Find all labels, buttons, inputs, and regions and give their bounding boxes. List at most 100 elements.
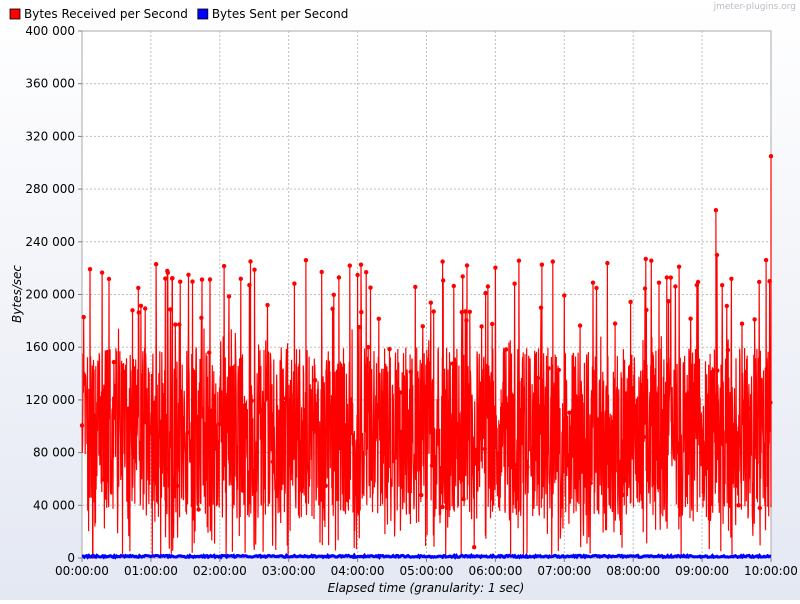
data-point-bytes-received xyxy=(376,316,381,321)
data-point-bytes-received xyxy=(594,285,599,291)
data-point-bytes-received xyxy=(599,411,604,417)
x-tick-label: 03:00:00 xyxy=(262,564,316,578)
data-point-bytes-received xyxy=(503,347,509,352)
data-point-bytes-received xyxy=(143,419,148,425)
data-point-bytes-received xyxy=(138,303,144,308)
data-point-bytes-received xyxy=(567,410,572,415)
data-point-bytes-received xyxy=(752,317,757,322)
data-point-bytes-received xyxy=(221,263,227,269)
data-point-bytes-received xyxy=(173,322,178,327)
data-point-bytes-received xyxy=(768,154,774,159)
data-point-bytes-received xyxy=(99,270,105,275)
data-point-bytes-received xyxy=(535,375,541,381)
data-point-bytes-received xyxy=(358,262,364,267)
data-point-bytes-received xyxy=(729,276,734,281)
x-tick-label: 04:00:00 xyxy=(331,564,385,578)
legend-swatch xyxy=(9,8,21,20)
data-point-bytes-received xyxy=(562,293,567,298)
data-point-bytes-received xyxy=(190,279,195,284)
data-point-bytes-received xyxy=(472,545,477,550)
data-point-bytes-received xyxy=(450,361,456,366)
data-point-bytes-received xyxy=(514,462,519,468)
data-point-bytes-received xyxy=(175,483,180,488)
data-point-bytes-received xyxy=(668,275,673,280)
data-point-bytes-received xyxy=(136,310,141,315)
data-point-bytes-received xyxy=(451,283,456,289)
data-point-bytes-received xyxy=(463,309,468,314)
data-point-bytes-received xyxy=(479,324,484,329)
x-tick-label: 01:00:00 xyxy=(124,564,178,578)
y-tick-label: 200 000 xyxy=(25,288,75,302)
data-point-bytes-received xyxy=(694,380,699,385)
data-point-bytes-received xyxy=(643,256,648,262)
data-point-bytes-received xyxy=(431,309,436,314)
data-point-bytes-received xyxy=(649,258,654,263)
legend-label: Bytes Sent per Second xyxy=(212,7,349,21)
y-tick-label: 80 000 xyxy=(33,446,75,460)
data-point-bytes-received xyxy=(165,270,170,275)
data-point-bytes-received xyxy=(628,299,633,305)
data-point-bytes-received xyxy=(331,292,336,297)
data-point-bytes-received xyxy=(757,505,762,511)
data-point-bytes-received xyxy=(538,305,544,310)
data-point-bytes-received xyxy=(588,480,593,486)
data-point-bytes-received xyxy=(81,314,86,320)
x-tick-label: 06:00:00 xyxy=(468,564,522,578)
data-point-bytes-received xyxy=(464,263,470,268)
data-point-bytes-received xyxy=(359,309,364,315)
data-point-bytes-received xyxy=(323,483,328,488)
data-point-bytes-received xyxy=(705,456,710,462)
data-point-bytes-received xyxy=(199,277,205,282)
data-point-bytes-received xyxy=(292,281,297,286)
data-point-bytes-received xyxy=(106,276,112,282)
data-point-bytes-received xyxy=(720,283,725,288)
data-point-bytes-received xyxy=(485,284,491,289)
y-tick-label: 0 xyxy=(67,551,75,565)
data-point-bytes-received xyxy=(132,427,138,432)
data-point-bytes-received xyxy=(247,282,252,288)
data-point-bytes-received xyxy=(319,269,324,275)
data-point-bytes-received xyxy=(459,310,464,315)
watermark: jmeter-plugins.org xyxy=(713,2,796,12)
y-tick-label: 120 000 xyxy=(25,393,75,407)
data-point-bytes-received xyxy=(199,315,204,320)
y-tick-label: 240 000 xyxy=(25,235,75,249)
x-tick-label: 00:00:00 xyxy=(55,564,109,578)
y-tick-label: 360 000 xyxy=(25,77,75,91)
data-point-bytes-received xyxy=(695,279,701,285)
y-tick-label: 160 000 xyxy=(25,340,75,354)
data-point-bytes-received xyxy=(482,446,487,452)
data-point-bytes-received xyxy=(642,286,648,291)
data-point-bytes-received xyxy=(252,267,257,272)
data-point-bytes-received xyxy=(185,430,191,435)
data-point-bytes-received xyxy=(715,368,720,373)
data-point-bytes-received xyxy=(612,321,618,326)
data-point-bytes-received xyxy=(270,459,276,464)
data-point-bytes-received xyxy=(196,507,201,512)
data-point-bytes-received xyxy=(334,407,339,413)
data-point-bytes-received xyxy=(408,369,413,374)
data-point-bytes-received xyxy=(736,503,741,508)
data-point-bytes-received xyxy=(725,347,731,353)
data-point-bytes-received xyxy=(546,366,551,371)
data-point-bytes-received xyxy=(228,460,233,465)
data-point-bytes-received xyxy=(111,359,117,365)
data-point-bytes-received xyxy=(130,308,135,313)
data-point-bytes-received xyxy=(355,272,360,278)
data-point-bytes-received xyxy=(136,285,141,291)
data-point-bytes-received xyxy=(368,285,373,290)
data-point-bytes-received xyxy=(79,423,85,428)
data-point-bytes-received xyxy=(122,369,127,375)
data-point-bytes-received xyxy=(590,280,596,285)
series-line-bytes-sent xyxy=(81,552,772,560)
data-point-bytes-received xyxy=(347,263,352,268)
x-tick-label: 02:00:00 xyxy=(193,564,247,578)
y-tick-label: 400 000 xyxy=(25,24,75,38)
data-point-bytes-received xyxy=(217,422,222,427)
data-point-bytes-received xyxy=(238,427,244,432)
data-point-bytes-received xyxy=(168,307,173,312)
data-point-bytes-received xyxy=(249,398,254,403)
data-point-bytes-received xyxy=(265,302,270,308)
data-point-bytes-received xyxy=(178,279,183,284)
